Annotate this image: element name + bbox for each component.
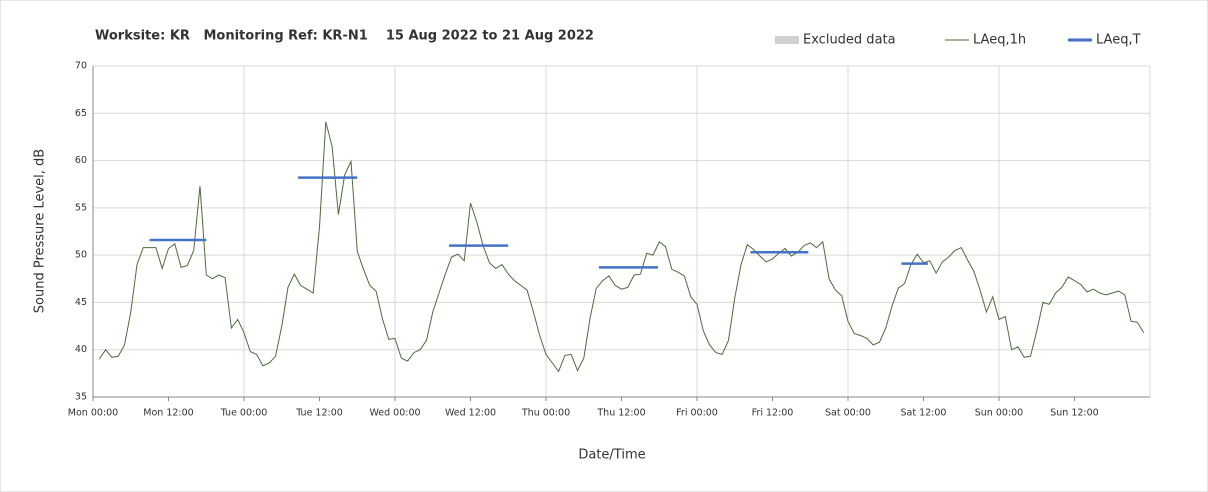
chart-title: Worksite: KR Monitoring Ref: KR-N1 15 Au… bbox=[95, 29, 594, 44]
y-axis-label: Sound Pressure Level, dB bbox=[33, 149, 48, 313]
x-tick-label: Sun 12:00 bbox=[1050, 408, 1098, 419]
x-tick-label: Mon 00:00 bbox=[68, 408, 118, 419]
y-tick-label: 40 bbox=[75, 344, 87, 355]
y-tick-label: 70 bbox=[75, 61, 87, 72]
x-tick-label: Wed 00:00 bbox=[369, 408, 420, 419]
x-tick-label: Tue 12:00 bbox=[295, 408, 343, 419]
x-tick-label: Tue 00:00 bbox=[220, 408, 268, 419]
legend-label: LAeq,1h bbox=[973, 33, 1026, 48]
y-tick-label: 60 bbox=[75, 155, 87, 166]
y-tick-label: 55 bbox=[75, 202, 87, 213]
x-axis-label: Date/Time bbox=[578, 448, 645, 463]
y-tick-label: 65 bbox=[75, 108, 87, 119]
x-tick-label: Wed 12:00 bbox=[445, 408, 496, 419]
x-tick-label: Thu 12:00 bbox=[596, 408, 645, 419]
legend-label: LAeq,T bbox=[1096, 33, 1141, 48]
x-tick-label: Sat 00:00 bbox=[825, 408, 871, 419]
y-tick-label: 50 bbox=[75, 250, 87, 261]
y-tick-label: 35 bbox=[75, 392, 87, 403]
x-tick-label: Sun 00:00 bbox=[975, 408, 1023, 419]
x-tick-label: Fri 00:00 bbox=[676, 408, 718, 419]
x-tick-label: Mon 12:00 bbox=[143, 408, 193, 419]
x-tick-label: Thu 00:00 bbox=[521, 408, 570, 419]
x-tick-label: Fri 12:00 bbox=[752, 408, 794, 419]
laeq-1h-line bbox=[98, 121, 1145, 373]
y-tick-label: 45 bbox=[75, 297, 87, 308]
x-tick-label: Sat 12:00 bbox=[901, 408, 947, 419]
legend-label: Excluded data bbox=[803, 33, 896, 48]
legend-swatch bbox=[775, 36, 799, 44]
